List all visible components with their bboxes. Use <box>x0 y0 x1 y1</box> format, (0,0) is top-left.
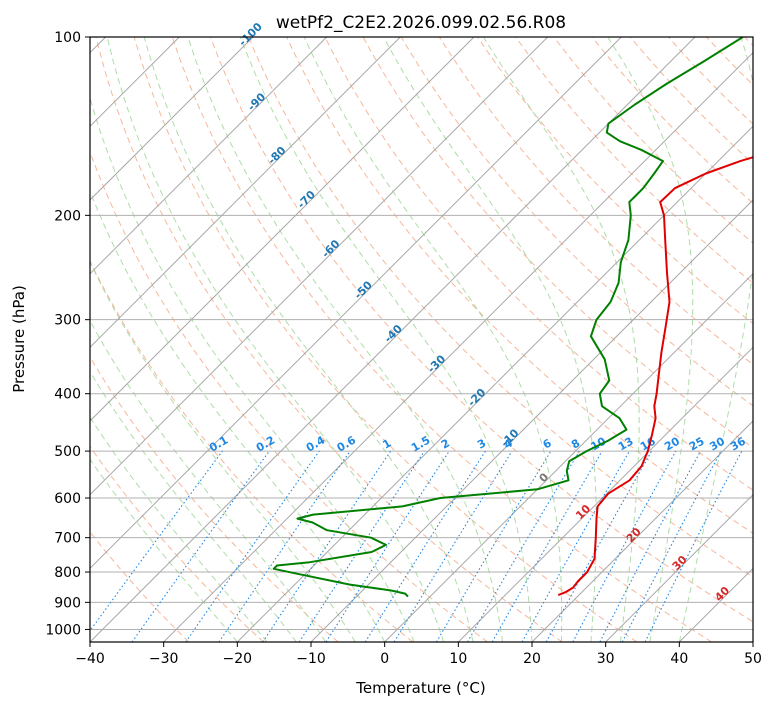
x-tick-label: −20 <box>223 651 253 667</box>
chart-title: wetPf2_C2E2.2026.099.02.56.R08 <box>276 13 566 33</box>
x-tick-label: 40 <box>670 651 688 667</box>
y-tick-label: 800 <box>54 565 81 581</box>
y-tick-label: 900 <box>54 595 81 611</box>
x-tick-label: −10 <box>296 651 326 667</box>
y-tick-label: 200 <box>54 208 81 224</box>
y-tick-label: 1000 <box>45 622 81 638</box>
y-tick-label: 100 <box>54 30 81 46</box>
x-tick-label: 50 <box>744 651 762 667</box>
x-tick-label: 10 <box>449 651 467 667</box>
y-tick-label: 400 <box>54 387 81 403</box>
y-axis-label: Pressure (hPa) <box>10 285 28 393</box>
x-tick-label: 0 <box>380 651 389 667</box>
y-tick-label: 300 <box>54 313 81 329</box>
y-tick-label: 500 <box>54 444 81 460</box>
x-axis-label: Temperature (°C) <box>355 679 485 697</box>
x-tick-label: 20 <box>523 651 541 667</box>
x-tick-label: −30 <box>149 651 179 667</box>
x-tick-label: −40 <box>75 651 105 667</box>
x-tick-label: 30 <box>597 651 615 667</box>
y-tick-label: 600 <box>54 491 81 507</box>
y-tick-label: 700 <box>54 531 81 547</box>
